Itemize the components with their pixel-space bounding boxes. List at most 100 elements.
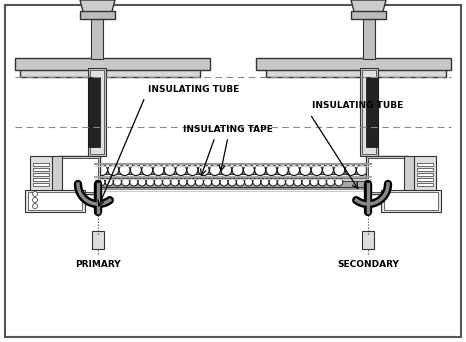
Bar (33, 168, 49, 171)
Bar (88, 68, 106, 156)
Text: INSULATING TAPE: INSULATING TAPE (183, 125, 273, 134)
Circle shape (195, 178, 203, 186)
Text: INSULATING TUBE: INSULATING TUBE (312, 101, 403, 110)
Circle shape (269, 178, 277, 186)
Polygon shape (351, 0, 386, 19)
Circle shape (334, 165, 345, 175)
Bar (58, 156, 100, 194)
Bar (33, 172, 49, 175)
Bar (360, 68, 378, 156)
Circle shape (318, 178, 326, 186)
Circle shape (286, 178, 294, 186)
Circle shape (146, 178, 154, 186)
Bar (404, 156, 416, 194)
Circle shape (327, 178, 335, 186)
Bar (366, 77, 378, 147)
Circle shape (163, 178, 171, 186)
Bar (15, 58, 210, 70)
Circle shape (130, 165, 141, 175)
Circle shape (97, 178, 105, 186)
Bar (30, 156, 52, 194)
Circle shape (277, 165, 288, 175)
Circle shape (245, 178, 253, 186)
Circle shape (311, 165, 322, 175)
Bar (417, 183, 433, 185)
Text: PRIMARY: PRIMARY (75, 260, 121, 269)
Circle shape (212, 178, 220, 186)
Bar (362, 231, 374, 249)
Bar (381, 190, 441, 212)
Circle shape (33, 203, 37, 209)
Bar (20, 59, 200, 77)
Bar (414, 156, 436, 194)
Bar (256, 58, 451, 70)
Circle shape (179, 178, 187, 186)
Bar (266, 59, 446, 77)
Bar (80, 11, 115, 19)
Bar (366, 156, 408, 194)
Circle shape (261, 178, 269, 186)
Circle shape (153, 165, 164, 175)
Circle shape (187, 165, 198, 175)
Circle shape (154, 178, 162, 186)
Circle shape (302, 178, 310, 186)
Circle shape (122, 178, 130, 186)
Text: INSULATING TUBE: INSULATING TUBE (148, 85, 239, 94)
Circle shape (96, 165, 108, 175)
Bar (384, 192, 438, 210)
Bar (28, 192, 82, 210)
Circle shape (33, 197, 37, 202)
Circle shape (243, 165, 254, 175)
Bar (33, 177, 49, 181)
Text: SECONDARY: SECONDARY (337, 260, 399, 269)
Circle shape (379, 165, 390, 175)
Bar (60, 158, 98, 192)
Bar (50, 156, 62, 194)
Circle shape (204, 178, 212, 186)
Circle shape (228, 178, 236, 186)
Circle shape (253, 178, 261, 186)
Bar (368, 158, 406, 192)
Circle shape (130, 178, 138, 186)
Bar (91, 19, 103, 59)
Circle shape (345, 165, 356, 175)
Bar (362, 70, 376, 154)
Bar (417, 168, 433, 171)
Circle shape (113, 178, 122, 186)
Circle shape (391, 165, 401, 175)
Circle shape (335, 178, 343, 186)
Bar (417, 172, 433, 175)
Bar (92, 231, 104, 249)
Circle shape (142, 165, 153, 175)
Circle shape (310, 178, 318, 186)
Bar (95, 181, 371, 187)
Bar (88, 77, 100, 147)
Circle shape (220, 178, 228, 186)
Circle shape (33, 192, 37, 197)
Bar (95, 178, 371, 181)
Circle shape (368, 165, 379, 175)
Bar (351, 11, 386, 19)
Circle shape (266, 165, 277, 175)
Bar (95, 168, 371, 174)
Bar (33, 162, 49, 166)
Circle shape (236, 178, 244, 186)
Circle shape (164, 165, 175, 175)
Circle shape (119, 165, 130, 175)
Circle shape (277, 178, 285, 186)
Circle shape (221, 165, 232, 175)
Circle shape (108, 165, 119, 175)
Circle shape (356, 165, 367, 175)
Bar (417, 162, 433, 166)
Circle shape (294, 178, 302, 186)
Circle shape (300, 165, 311, 175)
Circle shape (198, 165, 209, 175)
Bar (25, 190, 85, 212)
Circle shape (255, 165, 266, 175)
Circle shape (210, 165, 220, 175)
Circle shape (138, 178, 146, 186)
Circle shape (187, 178, 195, 186)
Bar (33, 183, 49, 185)
Circle shape (288, 165, 300, 175)
Circle shape (171, 178, 179, 186)
